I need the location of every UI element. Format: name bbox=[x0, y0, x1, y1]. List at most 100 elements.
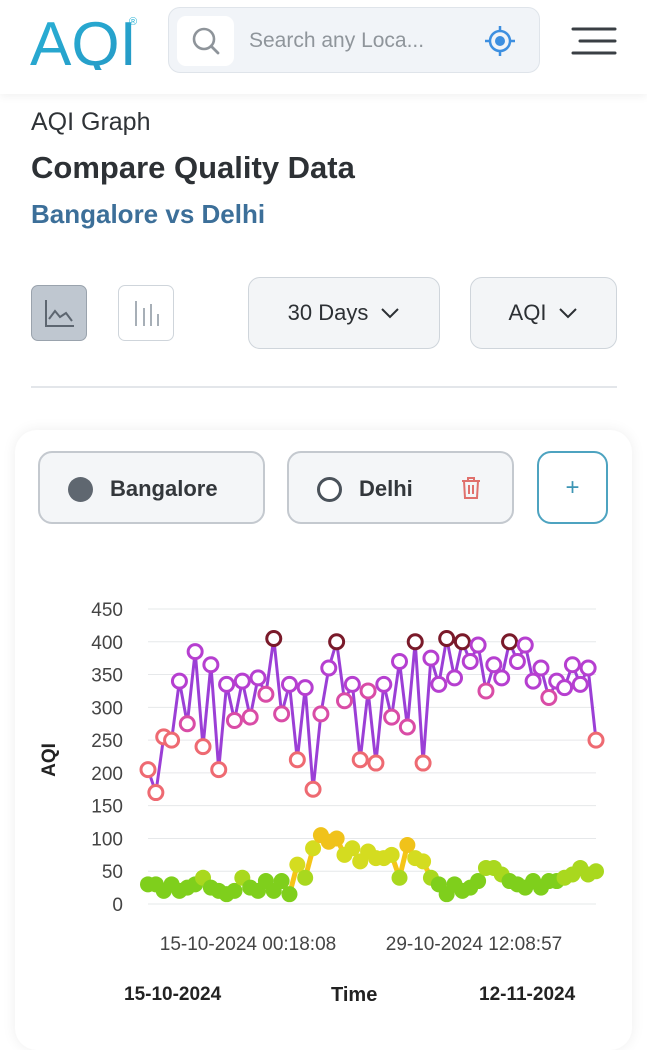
data-point-delhi[interactable] bbox=[375, 675, 393, 693]
data-point-delhi[interactable] bbox=[508, 652, 526, 670]
data-point-delhi[interactable] bbox=[139, 761, 157, 779]
svg-text:AQI: AQI bbox=[30, 12, 137, 70]
data-point-bangalore[interactable] bbox=[383, 846, 400, 863]
range-dropdown-label: 30 Days bbox=[287, 300, 369, 325]
data-point-bangalore[interactable] bbox=[281, 886, 298, 903]
data-point-delhi[interactable] bbox=[328, 633, 346, 651]
data-point-delhi[interactable] bbox=[461, 652, 479, 670]
data-point-delhi[interactable] bbox=[540, 689, 558, 706]
data-point-delhi[interactable] bbox=[446, 669, 464, 687]
location-chip-bangalore[interactable]: Bangalore bbox=[38, 451, 265, 524]
data-point-delhi[interactable] bbox=[170, 672, 188, 690]
data-point-delhi[interactable] bbox=[359, 682, 377, 700]
data-point-delhi[interactable] bbox=[453, 633, 471, 651]
data-point-delhi[interactable] bbox=[296, 679, 314, 697]
data-point-bangalore[interactable] bbox=[415, 853, 432, 870]
data-point-bangalore[interactable] bbox=[273, 873, 290, 890]
data-point-delhi[interactable] bbox=[218, 675, 236, 693]
search-button[interactable] bbox=[177, 16, 234, 66]
data-point-delhi[interactable] bbox=[280, 675, 298, 693]
data-point-delhi[interactable] bbox=[516, 636, 534, 654]
data-point-delhi[interactable] bbox=[524, 672, 542, 690]
data-point-delhi[interactable] bbox=[430, 675, 448, 693]
data-point-delhi[interactable] bbox=[391, 652, 409, 670]
search-bar[interactable] bbox=[168, 7, 540, 73]
search-input[interactable] bbox=[249, 26, 479, 56]
data-point-delhi[interactable] bbox=[210, 761, 228, 779]
line-view-toggle[interactable] bbox=[31, 285, 87, 341]
filled-dot-icon bbox=[68, 477, 93, 502]
data-point-delhi[interactable] bbox=[241, 708, 259, 726]
data-point-delhi[interactable] bbox=[312, 705, 330, 723]
data-point-delhi[interactable] bbox=[257, 685, 275, 703]
data-point-delhi[interactable] bbox=[398, 718, 416, 736]
data-point-delhi[interactable] bbox=[477, 682, 495, 700]
data-point-bangalore[interactable] bbox=[328, 830, 345, 847]
data-point-bangalore[interactable] bbox=[289, 856, 306, 873]
y-tick-label: 50 bbox=[102, 862, 123, 883]
data-point-delhi[interactable] bbox=[367, 754, 385, 772]
data-point-delhi[interactable] bbox=[304, 780, 322, 798]
add-location-button[interactable]: + bbox=[537, 451, 608, 524]
data-point-bangalore[interactable] bbox=[226, 882, 243, 899]
bar-view-toggle[interactable] bbox=[118, 285, 174, 341]
range-dropdown[interactable]: 30 Days bbox=[248, 277, 440, 349]
data-point-delhi[interactable] bbox=[587, 731, 605, 749]
aqi-logo[interactable]: AQI ® bbox=[30, 12, 140, 70]
x-tick-label: 15-10-2024 00:18:08 bbox=[160, 934, 336, 955]
hollow-dot-icon bbox=[317, 477, 342, 502]
data-point-delhi[interactable] bbox=[422, 649, 440, 667]
data-point-delhi[interactable] bbox=[571, 675, 589, 693]
data-point-delhi[interactable] bbox=[532, 659, 550, 677]
data-point-bangalore[interactable] bbox=[399, 837, 416, 853]
divider bbox=[31, 386, 617, 388]
menu-icon[interactable] bbox=[570, 24, 618, 58]
data-point-delhi[interactable] bbox=[273, 705, 291, 723]
data-point-delhi[interactable] bbox=[202, 656, 220, 674]
data-point-bangalore[interactable] bbox=[470, 873, 487, 890]
data-point-delhi[interactable] bbox=[249, 669, 267, 687]
y-tick-label: 200 bbox=[91, 764, 123, 785]
data-point-delhi[interactable] bbox=[493, 669, 511, 687]
trash-icon[interactable] bbox=[459, 475, 483, 501]
data-point-delhi[interactable] bbox=[225, 711, 243, 729]
series-line-delhi bbox=[146, 637, 598, 795]
data-point-delhi[interactable] bbox=[383, 708, 401, 726]
data-point-delhi[interactable] bbox=[265, 630, 283, 647]
data-point-delhi[interactable] bbox=[147, 784, 165, 802]
y-tick-label: 100 bbox=[91, 829, 123, 850]
data-point-delhi[interactable] bbox=[343, 675, 361, 693]
data-point-delhi[interactable] bbox=[194, 738, 212, 756]
data-point-delhi[interactable] bbox=[233, 672, 251, 690]
data-point-delhi[interactable] bbox=[163, 731, 181, 749]
data-point-delhi[interactable] bbox=[579, 659, 597, 677]
data-point-delhi[interactable] bbox=[485, 656, 503, 674]
data-point-bangalore[interactable] bbox=[588, 863, 604, 880]
data-point-delhi[interactable] bbox=[469, 636, 487, 654]
locate-icon[interactable] bbox=[483, 24, 517, 58]
data-point-delhi[interactable] bbox=[501, 633, 519, 651]
page-title: Compare Quality Data bbox=[31, 150, 355, 185]
metric-dropdown[interactable]: AQI bbox=[470, 277, 617, 349]
data-point-delhi[interactable] bbox=[320, 659, 338, 677]
metric-dropdown-label: AQI bbox=[508, 300, 547, 325]
data-point-delhi[interactable] bbox=[406, 633, 424, 651]
data-point-delhi[interactable] bbox=[351, 751, 369, 769]
data-point-bangalore[interactable] bbox=[305, 840, 322, 857]
data-point-delhi[interactable] bbox=[186, 643, 204, 661]
data-point-delhi[interactable] bbox=[288, 751, 306, 769]
data-point-delhi[interactable] bbox=[178, 715, 196, 733]
y-tick-label: 0 bbox=[112, 895, 123, 916]
data-point-delhi[interactable] bbox=[335, 692, 353, 710]
data-point-delhi[interactable] bbox=[556, 679, 574, 697]
location-chip-delhi[interactable]: Delhi bbox=[287, 451, 514, 524]
breadcrumb: AQI Graph bbox=[31, 108, 151, 136]
data-point-bangalore[interactable] bbox=[391, 869, 408, 886]
data-point-bangalore[interactable] bbox=[344, 840, 361, 857]
location-chip-label: Bangalore bbox=[110, 476, 218, 501]
data-point-delhi[interactable] bbox=[563, 656, 581, 674]
location-chip-label: Delhi bbox=[359, 476, 413, 501]
data-point-delhi[interactable] bbox=[438, 630, 456, 647]
data-point-bangalore[interactable] bbox=[297, 869, 314, 886]
data-point-delhi[interactable] bbox=[414, 754, 432, 772]
